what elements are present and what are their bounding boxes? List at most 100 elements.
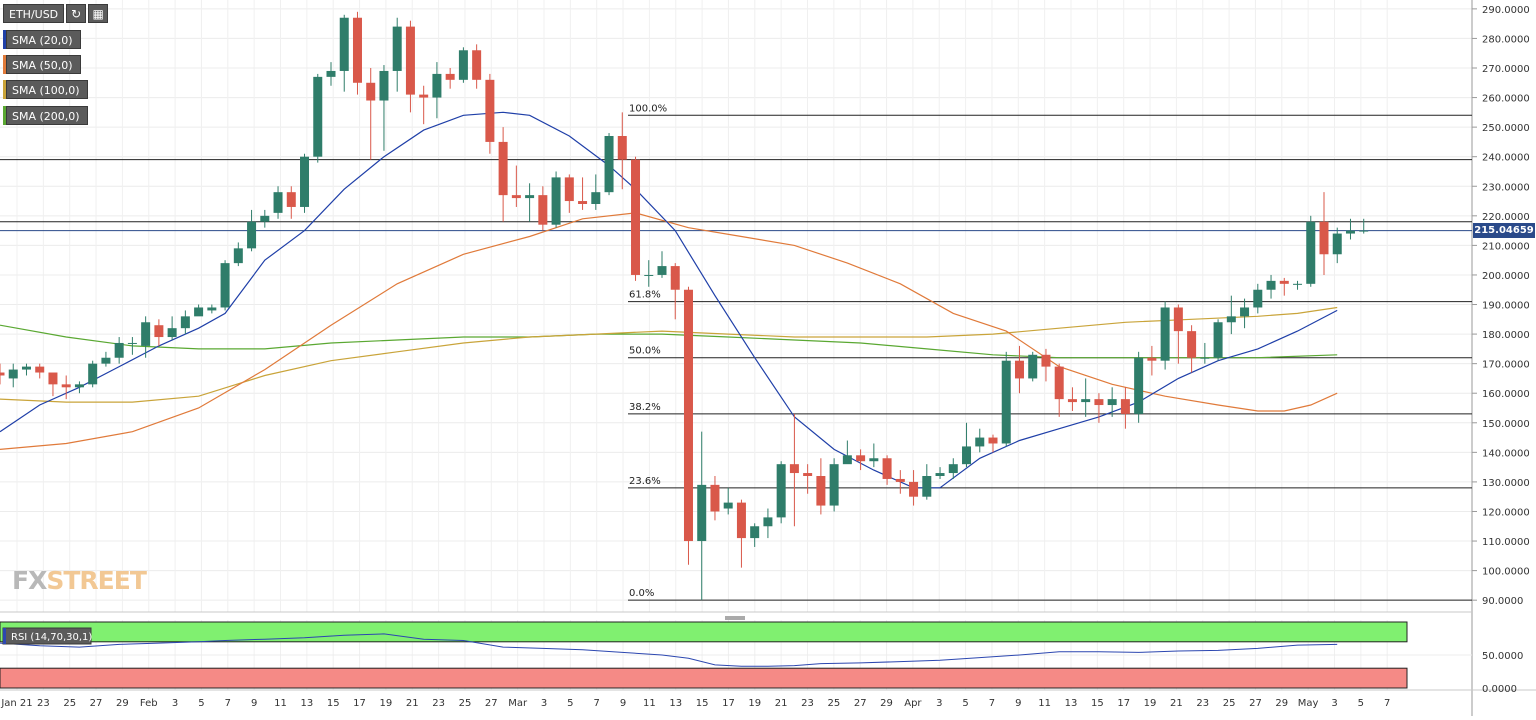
candle-up — [180, 316, 190, 329]
y-tick-label: 210.0000 — [1482, 241, 1530, 252]
x-tick-label: 25 — [1223, 698, 1236, 709]
rsi-y-tick-label: 0.0000 — [1482, 684, 1517, 695]
x-tick-label: Apr — [904, 698, 922, 709]
x-tick-label: 15 — [1091, 698, 1104, 709]
candle-up — [948, 464, 958, 474]
plot-area — [0, 0, 1472, 612]
candle-up — [326, 70, 336, 77]
candle-up — [1160, 307, 1170, 361]
candle-up — [829, 464, 839, 506]
candle-down — [988, 437, 998, 444]
x-tick-label: 29 — [116, 698, 129, 709]
candle-up — [962, 446, 972, 465]
candle-up — [114, 342, 124, 358]
x-tick-label: 21 — [1170, 698, 1183, 709]
x-tick-label: 3 — [172, 698, 178, 709]
y-tick-label: 290.0000 — [1482, 5, 1530, 16]
candle-down — [789, 464, 799, 474]
candle-up — [842, 455, 852, 465]
candle-up — [74, 384, 84, 388]
candle-down — [895, 478, 905, 482]
sma-line-500 — [0, 212, 1338, 450]
x-tick-label: 27 — [90, 698, 103, 709]
sma-20-swatch — [3, 30, 6, 49]
candle-up — [975, 437, 985, 447]
sma-200-legend[interactable]: SMA (200,0) — [3, 106, 88, 125]
x-tick-label: 11 — [643, 698, 656, 709]
candle-up — [101, 357, 111, 364]
y-tick-label: 180.0000 — [1482, 330, 1530, 341]
candle-up — [644, 274, 654, 276]
sma-20-legend[interactable]: SMA (20,0) — [3, 30, 81, 49]
candle-up — [194, 307, 204, 317]
candle-down — [670, 266, 680, 290]
sma-20-label: SMA (20,0) — [6, 30, 81, 49]
candle-down — [909, 481, 919, 497]
sma-200-swatch — [3, 106, 6, 125]
y-tick-label: 110.0000 — [1482, 537, 1530, 548]
y-tick-label: 100.0000 — [1482, 567, 1530, 578]
candle-down — [405, 26, 415, 95]
rsi-y-tick-label: 50.0000 — [1482, 651, 1523, 662]
symbol-button[interactable]: ETH/USD — [3, 4, 65, 23]
x-tick-label: 15 — [696, 698, 709, 709]
x-tick-label: 15 — [327, 698, 340, 709]
candle-down — [1319, 221, 1329, 255]
sma-50-swatch — [3, 55, 6, 74]
x-tick-label: 5 — [567, 698, 573, 709]
candle-down — [1067, 399, 1077, 403]
candle-down — [445, 73, 455, 80]
x-tick-label: 27 — [854, 698, 867, 709]
candle-up — [1359, 230, 1369, 232]
y-tick-label: 170.0000 — [1482, 360, 1530, 371]
candle-up — [313, 76, 323, 157]
sma-50-legend[interactable]: SMA (50,0) — [3, 55, 81, 74]
x-tick-label: 25 — [827, 698, 840, 709]
x-tick-label: 5 — [962, 698, 968, 709]
candle-up — [697, 484, 707, 542]
calendar-icon[interactable]: ▦ — [88, 4, 109, 23]
candle-down — [710, 484, 720, 512]
candle-down — [1014, 360, 1024, 379]
x-tick-label: 13 — [669, 698, 682, 709]
y-tick-label: 150.0000 — [1482, 419, 1530, 430]
x-tick-label: 13 — [300, 698, 313, 709]
y-tick-label: 280.0000 — [1482, 34, 1530, 45]
x-tick-label: 23 — [801, 698, 814, 709]
candle-up — [723, 502, 733, 509]
x-tick-label: 17 — [353, 698, 366, 709]
fib-level-label: 100.0% — [629, 103, 667, 114]
candle-down — [511, 195, 521, 199]
candle-down — [352, 17, 362, 83]
candle-up — [869, 458, 879, 462]
x-tick-label: 19 — [1144, 698, 1157, 709]
y-tick-label: 220.0000 — [1482, 212, 1530, 223]
x-tick-label: 17 — [1117, 698, 1130, 709]
candle-up — [551, 177, 561, 225]
refresh-icon[interactable]: ↻ — [66, 4, 87, 23]
candle-down — [1279, 280, 1289, 284]
logo-street: STREET — [46, 566, 147, 595]
sma-100-legend[interactable]: SMA (100,0) — [3, 80, 88, 99]
candle-down — [1187, 331, 1197, 358]
x-tick-label: May — [1298, 698, 1319, 709]
candle-up — [458, 50, 468, 80]
candle-up — [339, 17, 349, 71]
candle-up — [8, 369, 18, 379]
candle-down — [498, 141, 508, 196]
candle-down — [48, 372, 58, 385]
candle-up — [167, 328, 177, 338]
candle-up — [141, 322, 151, 346]
candle-up — [1107, 399, 1117, 406]
sma-line-200 — [0, 111, 1338, 489]
x-tick-label: 3 — [936, 698, 942, 709]
candle-down — [1094, 399, 1104, 406]
candle-down — [1120, 399, 1130, 414]
x-tick-label: 21 — [775, 698, 788, 709]
candle-up — [1306, 221, 1316, 284]
candle-up — [750, 526, 760, 539]
x-tick-label: 23 — [1196, 698, 1209, 709]
candle-up — [591, 192, 601, 204]
sma-100-label: SMA (100,0) — [6, 80, 88, 99]
